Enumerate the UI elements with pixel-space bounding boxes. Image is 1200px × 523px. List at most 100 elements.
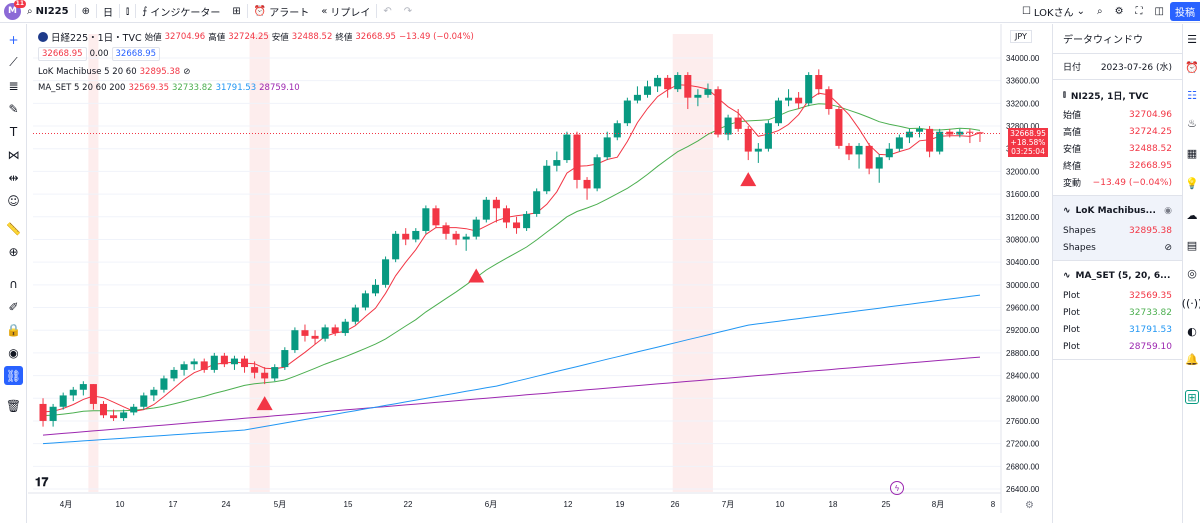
broadcast-icon[interactable]: ((·)) <box>1181 296 1200 310</box>
candle-body <box>694 94 702 98</box>
lightning-icon[interactable]: ϟ <box>890 481 904 495</box>
candle-body <box>59 395 67 407</box>
emoji-tool[interactable]: ☺ <box>4 191 23 210</box>
ind2-head[interactable]: ∿ MA_SET (5, 20, 6... <box>1053 265 1182 287</box>
streams-icon[interactable]: ◎ <box>1187 266 1197 280</box>
layout-name-button[interactable]: ☐ LOKさん ⌄ <box>1016 0 1091 23</box>
x-tick-label: 4月 <box>60 500 72 509</box>
currency-badge[interactable]: JPY <box>1010 30 1032 43</box>
interval-button[interactable]: 日 <box>102 7 113 19</box>
sell-price-box[interactable]: 32668.95 <box>38 47 87 61</box>
row-label: 終値 <box>1063 162 1082 172</box>
candles-icon: ⫾ <box>125 5 130 17</box>
buy-price-box[interactable]: 32668.95 <box>111 47 161 61</box>
symbol-search-button[interactable]: ⌕ NI225 <box>21 0 75 23</box>
news-icon[interactable]: ▤ <box>1186 238 1198 252</box>
hotlist-icon[interactable]: ♨ <box>1187 116 1197 130</box>
projection-tool[interactable]: ⇹ <box>4 168 23 187</box>
link-icon: ⛓ <box>5 368 22 383</box>
eye-icon[interactable]: ◉ <box>1164 206 1172 216</box>
alert-button[interactable]: ⏰ アラート <box>248 0 315 23</box>
zoom-tool[interactable]: ⊕ <box>4 242 23 261</box>
price-chart[interactable]: 34000.0033600.0033200.0032800.0032400.00… <box>28 24 1050 513</box>
visibility-tool[interactable]: ◉ <box>4 343 23 362</box>
x-tick-label: 7月 <box>722 500 734 509</box>
trendline-tool[interactable]: ⟋ <box>4 53 23 72</box>
last-price-label: 32668.95 +18.58% 03:25:04 <box>1008 128 1048 157</box>
candle-body <box>674 75 682 90</box>
watchlist-icon[interactable]: ☰ <box>1187 32 1197 46</box>
chat-icon[interactable]: ☁ <box>1186 208 1198 222</box>
candle-body <box>905 131 913 138</box>
ruler-tool[interactable]: 📏 <box>4 219 23 238</box>
compare-button[interactable]: ⊕ <box>76 0 96 23</box>
snapshot-button[interactable]: ◫ <box>1149 0 1170 23</box>
fullscreen-button[interactable]: ⛶ <box>1130 0 1149 23</box>
replay-button[interactable]: «リプレイ <box>315 0 376 23</box>
brush-tool[interactable]: ✎ <box>4 99 23 118</box>
text-tool[interactable]: T <box>4 122 23 141</box>
notifications-icon[interactable]: 🔔 <box>1185 352 1199 366</box>
tradingview-logo[interactable]: 𝟏𝟕 <box>35 475 49 489</box>
rewind-icon: « <box>321 5 328 17</box>
candle-body <box>875 157 883 169</box>
quick-search-button[interactable]: ⌕ <box>1091 0 1109 23</box>
pine-icon[interactable]: ◐ <box>1187 324 1197 338</box>
ind1-head[interactable]: ∿ LoK Machibus... ◉ <box>1053 200 1182 222</box>
lock-tool[interactable]: 🔒 <box>4 320 23 339</box>
candle-body <box>472 219 480 237</box>
candle-body <box>533 191 541 214</box>
data-row: Plot 31791.53 <box>1053 321 1182 338</box>
y-tick-label: 27600.00 <box>1006 417 1040 426</box>
data-window-panel: データウィンドウ 日付 2023-07-26 (水) ⫾ NI225, 1日, TV… <box>1052 24 1182 523</box>
data-row: Shapes ⊘ <box>1053 239 1182 256</box>
candle-body <box>643 86 652 95</box>
divider <box>95 4 97 18</box>
redo-button[interactable]: ↷ <box>398 0 418 23</box>
crosshair-tool[interactable]: + <box>4 30 23 49</box>
x-tick-label: 22 <box>404 500 413 509</box>
fib-lines-icon: ≣ <box>8 78 19 93</box>
candle-body <box>502 208 510 223</box>
alerts-clock-icon[interactable]: ⏰ <box>1185 60 1199 74</box>
trading-panel-icon[interactable]: ⊞ <box>1185 390 1199 404</box>
candle-body <box>220 355 228 365</box>
indicator-legend-ma[interactable]: MA_SET 5 20 60 200 32569.35 32733.82 317… <box>38 83 300 93</box>
ideas-icon[interactable]: 💡 <box>1185 176 1199 190</box>
row-label: 高値 <box>1063 128 1082 138</box>
symbol-title[interactable]: 日経225・1日・TVC <box>51 33 142 44</box>
sync-drawings-tool[interactable]: ⛓ <box>4 366 23 385</box>
high-label: 高値 <box>208 33 226 43</box>
publish-button[interactable]: 投稿 <box>1170 2 1200 21</box>
candle-body <box>351 307 359 322</box>
chart-pane[interactable]: 34000.0033600.0033200.0032800.0032400.00… <box>28 24 1050 523</box>
row-value: 32704.96 <box>1129 109 1172 120</box>
candle-body <box>543 165 551 192</box>
user-avatar[interactable]: M 11 <box>4 0 26 20</box>
stay-drawing-tool[interactable]: ✐ <box>4 297 23 316</box>
candle-body <box>150 389 158 396</box>
indicator-legend-lok[interactable]: LoK Machibuse 5 20 60 32895.38 ⊘ <box>38 67 190 77</box>
chart-type-button[interactable]: ⫾ <box>120 0 135 23</box>
indicators-label: インジケーター <box>150 7 221 19</box>
magnet-tool[interactable]: ∩ <box>4 274 23 293</box>
undo-button[interactable]: ↶ <box>377 0 397 23</box>
divider <box>246 4 248 18</box>
data-window-icon[interactable]: ☷ <box>1187 88 1197 102</box>
low-label: 安値 <box>271 33 289 43</box>
fullscreen-icon: ⛶ <box>1135 5 1143 17</box>
remove-tool[interactable]: 🗑 <box>4 396 23 415</box>
pattern-tool[interactable]: ⋈ <box>4 145 23 164</box>
layout-button[interactable]: ⊞ <box>226 0 246 23</box>
indicators-button[interactable]: ⨍ インジケーター <box>136 0 226 23</box>
settings-button[interactable]: ⚙ <box>1109 0 1130 23</box>
calendar-icon[interactable]: ▦ <box>1186 146 1198 160</box>
wave-icon: ∿ <box>1063 271 1071 281</box>
axis-settings-icon[interactable]: ⚙ <box>1025 500 1034 511</box>
candle-body <box>774 100 782 124</box>
candle-body <box>311 335 319 339</box>
fib-tool[interactable]: ≣ <box>4 76 23 95</box>
symbol-head-label: NI225, 1日, TVC <box>1070 91 1149 102</box>
plus-circle-icon: ⊕ <box>81 5 90 17</box>
